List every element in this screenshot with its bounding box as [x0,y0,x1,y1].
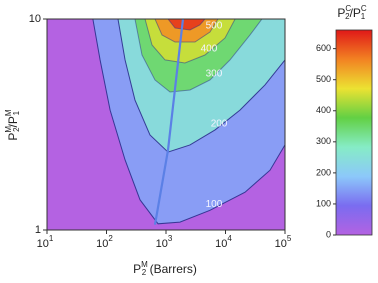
colorbar-tick-label: 400 [316,105,331,115]
x-tick-label: 105 [275,234,292,250]
x-tick-exponent: 2 [108,234,113,243]
contour-label: 300 [206,69,223,80]
contour-line [92,19,285,225]
x-tick-exponent: 1 [49,234,54,243]
plot-area [47,19,285,230]
contour-label: 100 [206,199,223,210]
ridge-line [153,19,185,225]
x-tick-exponent: 4 [227,234,232,243]
contour-line [134,19,263,93]
colorbar-tick-label: 300 [316,136,331,146]
contour-line [154,19,219,43]
colorbar-label: PC 2/PC 1 [337,4,367,21]
colorbar [335,29,373,236]
contour-label: 500 [206,21,223,32]
y-tick-label: 10 [29,13,41,25]
y-axis-label: PM2/PM1 [4,109,21,140]
x-tick-base: 10 [275,238,287,250]
contour-line [117,19,285,153]
colorbar-tick-label: 100 [316,198,331,208]
x-tick-label: 104 [215,234,232,250]
contour-line [167,19,206,31]
colorbar-tick-label: 200 [316,167,331,177]
x-tick-base: 10 [156,238,168,250]
x-tick-base: 10 [37,238,49,250]
x-tick-label: 102 [96,234,113,250]
contour-region [167,19,205,30]
y-tick-label: 1 [35,224,41,236]
x-tick-base: 10 [215,238,227,250]
x-tick-label: 101 [37,234,54,250]
x-axis-label: PM 2 (Barrers) [133,260,197,277]
x-tick-exponent: 3 [168,234,173,243]
colorbar-tick-label: 0 [326,229,331,239]
colorbar-tick-label: 500 [316,74,331,84]
x-tick-base: 10 [96,238,108,250]
contour-line [144,19,236,64]
colorbar-tick-label: 600 [316,43,331,53]
x-tick-exponent: 5 [287,234,292,243]
contour-label: 200 [211,119,228,130]
x-tick-label: 103 [156,234,173,250]
contour-region [154,19,218,43]
contour-label: 400 [201,44,218,55]
